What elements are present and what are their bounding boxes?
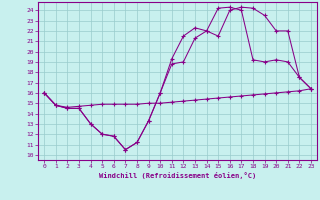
X-axis label: Windchill (Refroidissement éolien,°C): Windchill (Refroidissement éolien,°C) xyxy=(99,172,256,179)
